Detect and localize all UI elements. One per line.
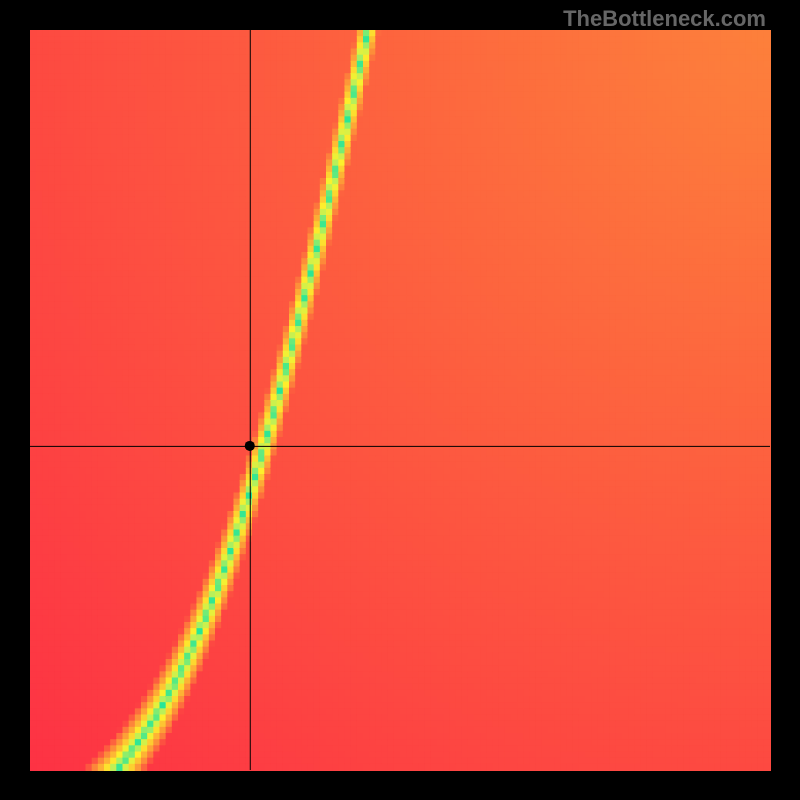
heatmap-canvas xyxy=(0,0,800,800)
chart-container: TheBottleneck.com xyxy=(0,0,800,800)
watermark-text: TheBottleneck.com xyxy=(563,6,766,32)
